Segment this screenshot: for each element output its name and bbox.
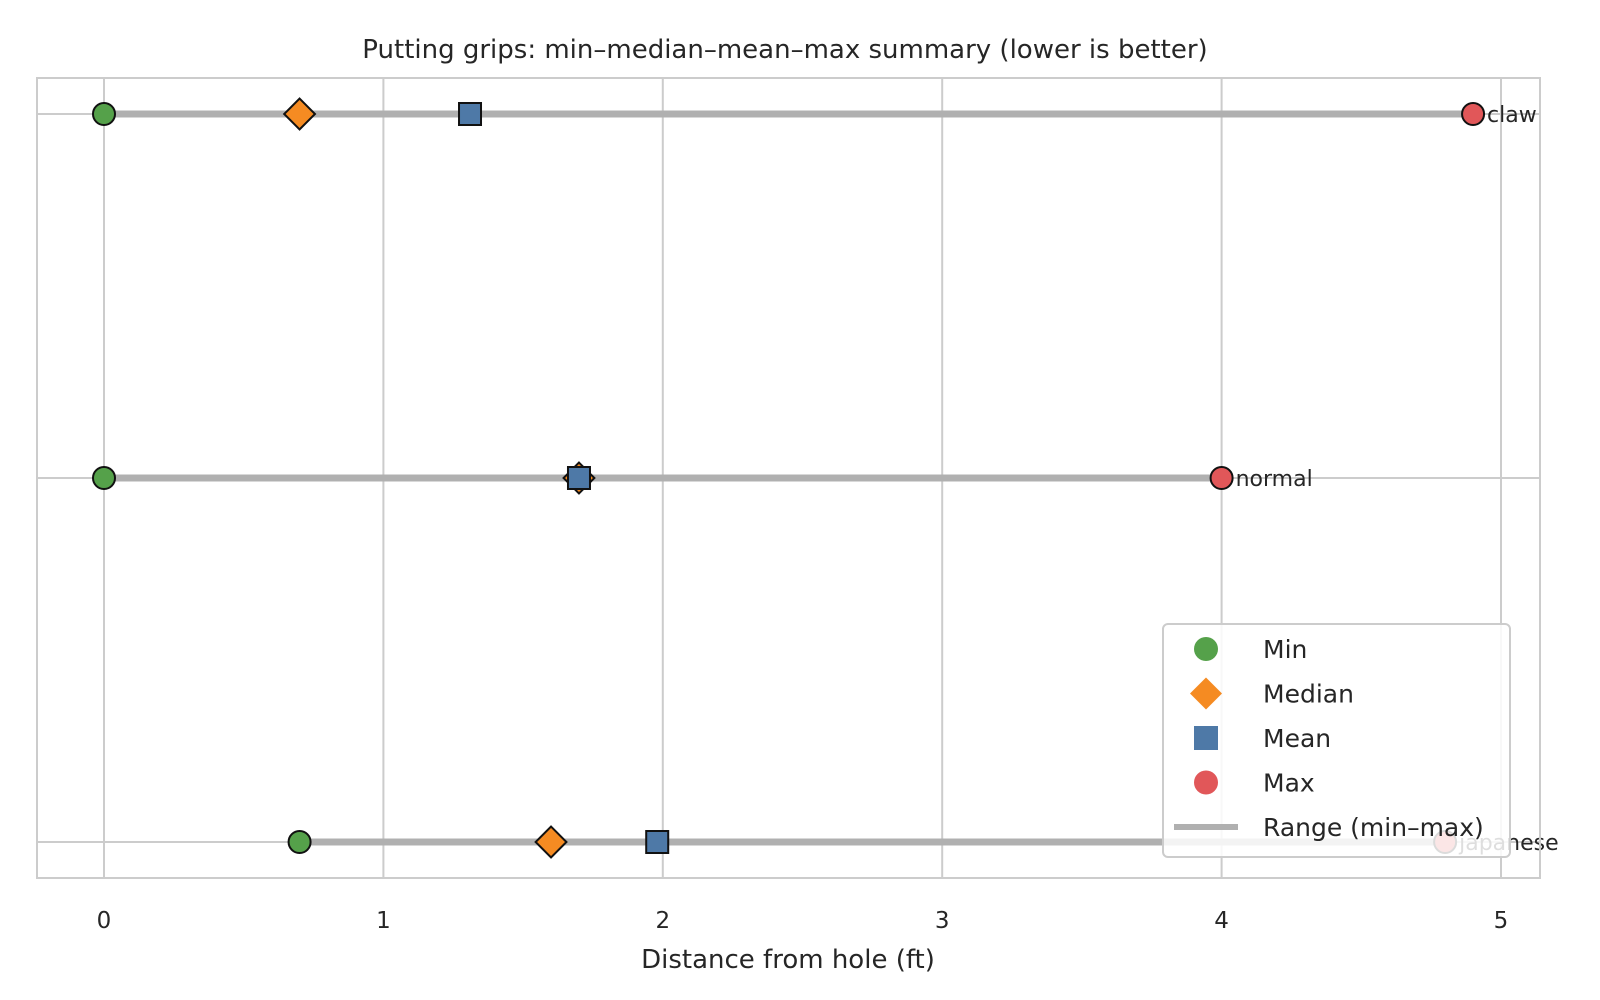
legend-handle-min [1194, 637, 1218, 661]
x-tick-label: 1 [376, 908, 391, 934]
legend-handle-median [1190, 677, 1222, 710]
x-tick-label: 2 [655, 908, 670, 934]
legend-box [1162, 623, 1511, 858]
x-tick-label: 5 [1494, 908, 1509, 934]
x-tick-label: 3 [935, 908, 950, 934]
category-label: normal [1236, 467, 1313, 492]
legend-label: Min [1263, 635, 1307, 664]
max-marker [1461, 102, 1486, 126]
median-marker [534, 825, 568, 859]
mean-marker [645, 830, 670, 854]
mean-marker [566, 466, 591, 490]
max-marker [1209, 466, 1234, 490]
median-marker [282, 97, 317, 131]
category-label: claw [1487, 103, 1537, 128]
legend-label: Median [1263, 680, 1354, 709]
plot-frame [36, 77, 1541, 879]
legend-label: Range (min–max) [1263, 813, 1484, 842]
legend: Min Median Mean Max Range (min–max) [1162, 623, 1511, 858]
legend-handle-mean [1194, 726, 1218, 750]
mean-marker [458, 102, 483, 126]
x-tick-label: 0 [97, 908, 112, 934]
x-axis-label: Distance from hole (ft) [641, 945, 935, 975]
x-tick-label: 4 [1214, 908, 1229, 934]
min-marker [92, 466, 116, 490]
legend-label: Mean [1263, 724, 1331, 753]
chart-title: Putting grips: min–median–mean–max summa… [362, 35, 1207, 65]
markers [92, 97, 1486, 859]
legend-label: Max [1263, 769, 1315, 798]
legend-handle-max [1194, 770, 1218, 795]
x-tick-labels: 0 1 2 3 4 5 [97, 908, 1509, 934]
min-marker [92, 102, 116, 126]
min-marker [287, 830, 312, 854]
